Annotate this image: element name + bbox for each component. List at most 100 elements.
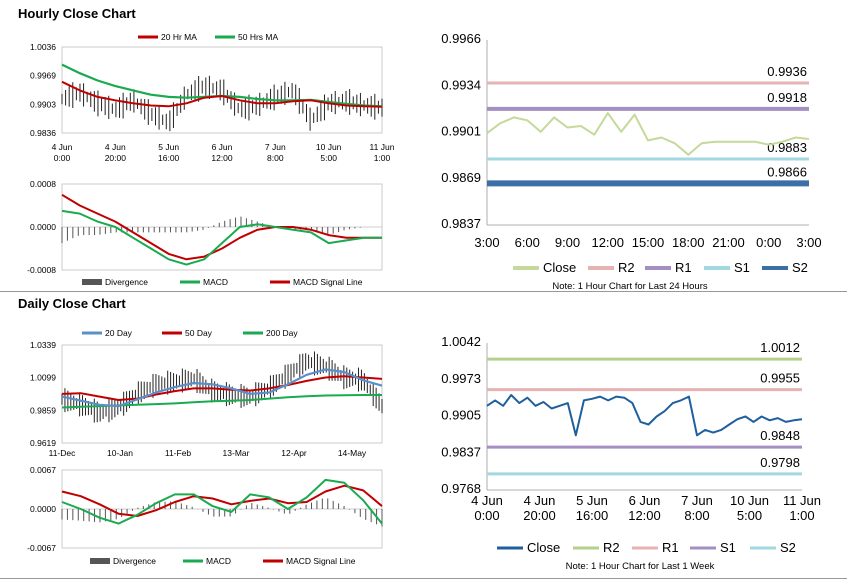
hourly-pivot-legend-s2-label: S2 — [792, 260, 808, 275]
daily-price-y-tick-0: 1.0339 — [30, 340, 56, 350]
hourly-pivot-legend-s1-label: S1 — [734, 260, 750, 275]
hourly-price-y-tick-0: 1.0036 — [30, 42, 56, 52]
hourly-price-x-tick-line2-1: 20:00 — [105, 153, 127, 163]
hourly-50hr-ma-line — [61, 63, 383, 108]
hourly-legend-20hr-label: 20 Hr MA — [161, 32, 197, 42]
weekly-pivot-x-tick-line1-5: 10 Jun — [730, 493, 769, 508]
weekly-pivot-y-tick-2: 0.9905 — [441, 408, 481, 423]
hourly-pivot-r2-value: 0.9936 — [767, 64, 807, 79]
daily-price-x-tick-4: 12-Apr — [281, 448, 307, 458]
daily-macd-y-tick-1: 0.0000 — [30, 504, 56, 514]
hourly-pivot-x-tick-5: 18:00 — [672, 235, 705, 250]
daily-macd-y-tick-2: -0.0067 — [27, 543, 56, 553]
hourly-price-y-tick-2: 0.9903 — [30, 99, 56, 109]
daily-price-x-tick-3: 13-Mar — [223, 448, 250, 458]
weekly-pivot-x-tick-line1-1: 4 Jun — [524, 493, 556, 508]
hourly-price-x-tick-line1-6: 11 Jun — [370, 142, 395, 152]
hourly-price-x-tick-line1-2: 5 Jun — [158, 142, 179, 152]
hourly-pivot-x-tick-4: 15:00 — [632, 235, 665, 250]
daily-macd-signal-line — [61, 484, 383, 517]
hourly-macd-y-tick-1: 0.0000 — [30, 222, 56, 232]
hourly-macd-y-tick-0: 0.0008 — [30, 179, 56, 189]
daily-price-x-tick-1: 10-Jan — [107, 448, 133, 458]
weekly-pivot-close-line — [486, 394, 803, 437]
hourly-legend-50hr-label: 50 Hrs MA — [238, 32, 278, 42]
hourly-pivot-close-line — [486, 112, 810, 156]
hourly-pivot-y-tick-4: 0.9837 — [441, 216, 481, 231]
daily-legend-signal-label: MACD Signal Line — [286, 556, 356, 566]
weekly-pivot-legend-close-label: Close — [527, 540, 560, 555]
hourly-macd-y-tick-2: -0.0008 — [27, 265, 56, 275]
hourly-pivot-legend-r1-label: R1 — [675, 260, 692, 275]
hourly-price-plot-area — [61, 46, 383, 134]
hourly-price-x-tick-line2-2: 16:00 — [158, 153, 180, 163]
daily-legend-200day-label: 200 Day — [266, 328, 298, 338]
hourly-price-x-tick-line1-3: 6 Jun — [212, 142, 233, 152]
weekly-pivot-r1-value: 0.9955 — [760, 371, 800, 386]
weekly-pivot-x-tick-line2-4: 8:00 — [684, 508, 709, 523]
weekly-pivot-s1-value: 0.9848 — [760, 428, 800, 443]
hourly-price-y-tick-1: 0.9969 — [30, 71, 56, 81]
hourly-price-y-tick-3: 0.9836 — [30, 128, 56, 138]
daily-legend-50day-label: 50 Day — [185, 328, 213, 338]
hourly-pivot-y-tick-1: 0.9934 — [441, 77, 481, 92]
hourly-pivot-legend-close-label: Close — [543, 260, 576, 275]
hourly-pivot-y-tick-3: 0.9869 — [441, 170, 481, 185]
daily-price-y-tick-1: 1.0099 — [30, 373, 56, 383]
hourly-price-x-tick-line1-0: 4 Jun — [52, 142, 73, 152]
hourly-price-x-tick-line2-3: 12:00 — [211, 153, 233, 163]
daily-200day-line — [61, 394, 382, 409]
hourly-pivot-x-tick-6: 21:00 — [712, 235, 745, 250]
weekly-pivot-x-tick-line2-3: 12:00 — [628, 508, 661, 523]
hourly-pivot-x-tick-7: 0:00 — [756, 235, 781, 250]
daily-50day-line — [61, 375, 383, 401]
weekly-pivot-x-tick-line2-5: 5:00 — [737, 508, 762, 523]
hourly-pivot-s2-value: 0.9866 — [767, 164, 807, 179]
weekly-pivot-y-tick-4: 0.9768 — [441, 481, 481, 496]
daily-macd-y-tick-0: 0.0067 — [30, 465, 56, 475]
daily-section-title: Daily Close Chart — [18, 296, 126, 311]
weekly-pivot-legend-s2-label: S2 — [780, 540, 796, 555]
weekly-pivot-legend-s1-label: S1 — [720, 540, 736, 555]
weekly-pivot-y-tick-1: 0.9973 — [441, 371, 481, 386]
weekly-pivot-x-tick-line2-2: 16:00 — [576, 508, 609, 523]
hourly-pivot-x-tick-0: 3:00 — [474, 235, 499, 250]
bottom-divider — [0, 578, 847, 579]
daily-price-y-tick-2: 0.9859 — [30, 405, 56, 415]
hourly-section-title: Hourly Close Chart — [18, 6, 136, 21]
hourly-pivot-s1-value: 0.9883 — [767, 140, 807, 155]
hourly-legend-macd-label: MACD — [203, 277, 228, 287]
daily-price-x-tick-5: 14-May — [338, 448, 367, 458]
daily-legend-divergence-label: Divergence — [113, 556, 156, 566]
hourly-pivot-y-tick-0: 0.9966 — [441, 31, 481, 46]
daily-price-x-tick-2: 11-Feb — [165, 448, 192, 458]
hourly-legend-divergence-swatch — [82, 279, 102, 285]
weekly-pivot-x-tick-line2-6: 1:00 — [789, 508, 814, 523]
weekly-pivot-x-tick-line2-1: 20:00 — [523, 508, 556, 523]
section-divider — [0, 291, 847, 292]
daily-price-x-tick-0: 11-Dec — [49, 448, 77, 458]
daily-legend-20day-label: 20 Day — [105, 328, 133, 338]
hourly-price-x-tick-line1-1: 4 Jun — [105, 142, 126, 152]
weekly-pivot-note: Note: 1 Hour Chart for Last 1 Week — [566, 561, 715, 572]
hourly-price-x-tick-line1-4: 7 Jun — [265, 142, 286, 152]
daily-macd-plot-area — [61, 469, 383, 549]
weekly-pivot-x-tick-line1-4: 7 Jun — [681, 493, 713, 508]
daily-macd-line — [61, 478, 383, 525]
weekly-pivot-y-tick-3: 0.9837 — [441, 444, 481, 459]
weekly-pivot-s2-value: 0.9798 — [760, 455, 800, 470]
weekly-pivot-x-tick-line1-6: 11 Jun — [783, 493, 821, 508]
daily-legend-macd-label: MACD — [206, 556, 231, 566]
hourly-price-x-tick-line2-5: 5:00 — [320, 153, 337, 163]
weekly-pivot-x-tick-line2-0: 0:00 — [474, 508, 499, 523]
hourly-pivot-r1-value: 0.9918 — [767, 90, 807, 105]
hourly-price-x-tick-line1-5: 10 Jun — [316, 142, 342, 152]
weekly-pivot-legend-r2-label: R2 — [603, 540, 620, 555]
daily-20day-line — [61, 368, 383, 408]
daily-price-plot-area — [61, 344, 383, 444]
hourly-pivot-x-tick-1: 6:00 — [515, 235, 540, 250]
hourly-pivot-y-tick-2: 0.9901 — [441, 124, 481, 139]
daily-legend-divergence-swatch — [90, 558, 110, 564]
weekly-pivot-x-tick-line1-3: 6 Jun — [629, 493, 661, 508]
daily-price-y-tick-3: 0.9619 — [30, 438, 56, 448]
